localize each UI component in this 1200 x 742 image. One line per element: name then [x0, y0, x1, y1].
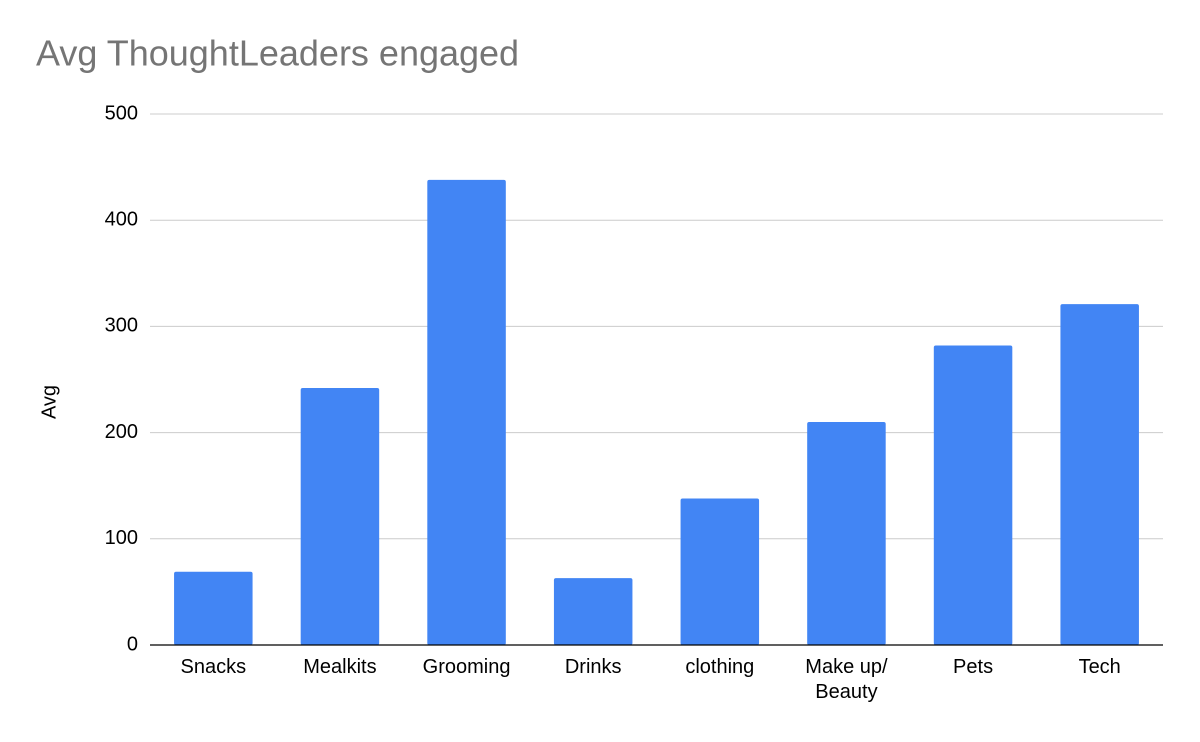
- y-tick-label: 300: [105, 315, 138, 337]
- x-tick-label: clothing: [685, 656, 755, 678]
- bar: [680, 498, 760, 645]
- y-tick-label: 100: [105, 527, 138, 549]
- y-axis-label: Avg: [38, 385, 60, 419]
- y-tick-label: 0: [127, 633, 138, 655]
- bar: [1060, 304, 1139, 645]
- bar: [553, 578, 633, 645]
- x-tick-label: Snacks: [180, 656, 247, 678]
- x-tick-label: Drinks: [564, 656, 622, 678]
- y-tick-label: 500: [105, 102, 138, 124]
- chart-title: Avg ThoughtLeaders engaged: [36, 33, 519, 74]
- bar: [807, 421, 886, 645]
- bar: [933, 345, 1013, 645]
- bar: [427, 179, 506, 645]
- x-tick-label: Mealkits: [303, 656, 377, 678]
- y-tick-label: 400: [105, 208, 138, 230]
- x-tick-label: Make up/ Beauty: [805, 656, 888, 703]
- x-tick-label: Pets: [953, 656, 994, 678]
- bar: [300, 387, 380, 645]
- x-tick-label: Tech: [1078, 656, 1121, 678]
- y-tick-label: 200: [105, 421, 138, 443]
- x-tick-label: Grooming: [422, 656, 511, 678]
- bar: [174, 571, 253, 645]
